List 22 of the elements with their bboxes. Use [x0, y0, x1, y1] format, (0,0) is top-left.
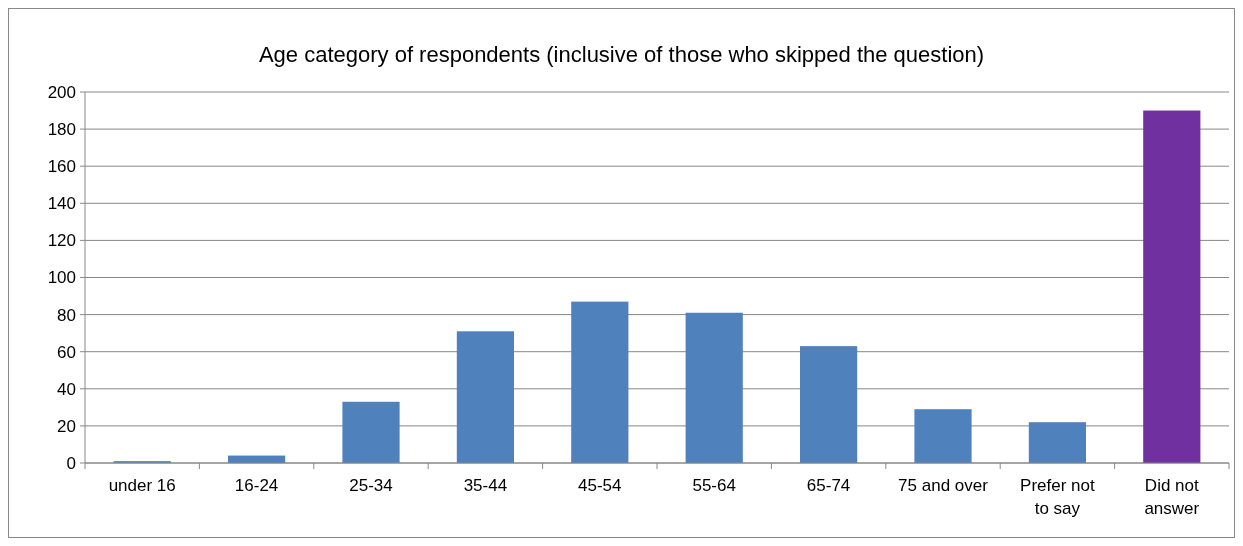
x-tick-label: Prefer not to say: [1020, 476, 1095, 518]
y-tick-label: 40: [57, 379, 76, 399]
y-tick-label: 200: [47, 82, 76, 102]
y-tick-label: 0: [66, 453, 76, 473]
y-tick-label: 180: [47, 120, 76, 140]
y-tick-label: 160: [47, 157, 76, 177]
y-tick-label: 100: [47, 268, 76, 288]
x-tick-label: Did not answer: [1144, 476, 1200, 518]
x-tick-label: 35-44: [463, 476, 508, 495]
chart-title: Age category of respondents (inclusive of those who skipped the question): [258, 42, 985, 67]
x-tick-label: 75 and over: [898, 476, 989, 495]
y-tick-label: 20: [57, 416, 76, 436]
y-tick-label: 140: [47, 194, 76, 214]
x-tick-label: 16-24: [234, 476, 279, 495]
y-tick-label: 60: [57, 342, 76, 362]
y-tick-label: 120: [47, 231, 76, 251]
x-tick-label: 45-54: [578, 476, 622, 495]
x-tick-label: 55-64: [692, 476, 736, 495]
x-tick-label: under 16: [108, 476, 176, 495]
x-tick-label: 65-74: [806, 476, 851, 495]
x-tick-label: 25-34: [349, 476, 393, 495]
y-tick-label: 80: [57, 305, 76, 325]
